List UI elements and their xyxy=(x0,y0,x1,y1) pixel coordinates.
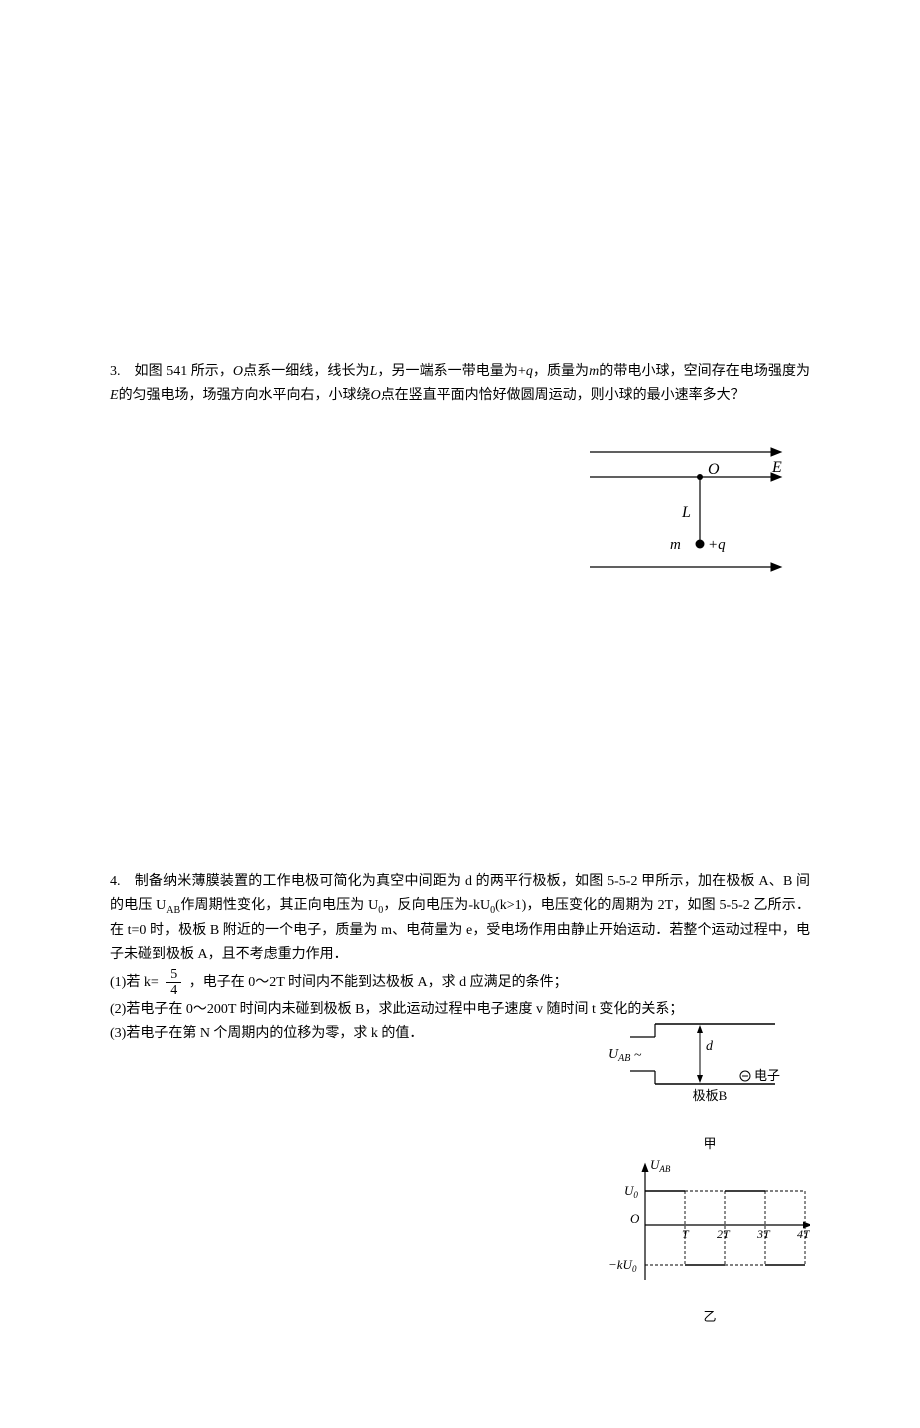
fig4a-electron: 电子 xyxy=(754,1068,780,1083)
problem-3: 3.如图 541 所示，O点系一细线，线长为L，另一端系一带电量为+q，质量为m… xyxy=(110,360,810,810)
fig4b-neg: −kU0 xyxy=(608,1257,637,1274)
fig3-label-O: O xyxy=(708,461,720,478)
problem-3-svg: O E L m +q xyxy=(570,432,800,582)
problem-4-part2: (2)若电子在 0～200T 时间内未碰到极板 B，求此运动过程中电子速度 v … xyxy=(110,998,810,1022)
problem-3-text: 3.如图 541 所示，O点系一细线，线长为L，另一端系一带电量为+q，质量为m… xyxy=(110,360,810,408)
problem-4-part3: (3)若电子在第 N 个周期内的位移为零，求 k 的值． xyxy=(110,1022,423,1046)
problem-4-figure: 极板A 极板B UAB ~ xyxy=(600,1022,810,1328)
fig4b-tick-3T: 3T xyxy=(756,1227,771,1241)
svg-text:~: ~ xyxy=(634,1048,642,1063)
fig4b-tick-4T: 4T xyxy=(797,1227,810,1241)
fig4b-caption: 乙 xyxy=(600,1306,810,1328)
problem-4-figure-top: 极板A 极板B UAB ~ xyxy=(600,1022,810,1122)
fig4a-d: d xyxy=(706,1039,714,1054)
fig3-label-E: E xyxy=(771,459,782,476)
problem-3-number: 3. xyxy=(110,364,121,379)
fig4b-ylabel: UAB xyxy=(650,1157,671,1174)
fig3-label-q: +q xyxy=(708,537,726,553)
fig3-label-m: m xyxy=(670,537,681,553)
fig4a-caption: 甲 xyxy=(600,1133,810,1155)
fig4b-U0: U0 xyxy=(624,1183,638,1200)
fig4a-plateB: 极板B xyxy=(693,1088,728,1103)
fig4b-tick-2T: 2T xyxy=(717,1227,731,1241)
problem-3-figure: O E L m +q xyxy=(570,432,800,591)
problem-4-figure-bottom: UAB U0 O −kU0 xyxy=(600,1155,810,1295)
problem-4-text: 4.制备纳米薄膜装置的工作电极可简化为真空中间距为 d 的两平行极板，如图 5-… xyxy=(110,870,810,966)
problem-4-part1: (1)若 k= 54 ，电子在 0～2T 时间内不能到达极板 A，求 d 应满足… xyxy=(110,967,810,999)
fig4b-O: O xyxy=(630,1211,640,1226)
fig4b-tick-T: T xyxy=(682,1227,690,1241)
problem-4-number: 4. xyxy=(110,874,121,889)
fig4a-UAB: UAB xyxy=(608,1047,630,1064)
problem-4: 4.制备纳米薄膜装置的工作电极可简化为真空中间距为 d 的两平行极板，如图 5-… xyxy=(110,870,810,1328)
fig3-label-L: L xyxy=(681,504,691,521)
